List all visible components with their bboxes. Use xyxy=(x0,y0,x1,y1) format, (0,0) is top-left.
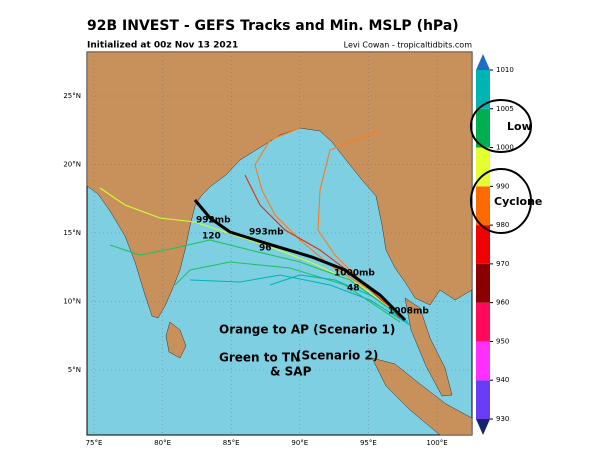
callout-label: Low xyxy=(507,120,532,133)
track xyxy=(269,274,409,323)
callouts: Low Cyclone xyxy=(470,99,542,234)
credit: Levi Cowan - tropicaltidbits.com xyxy=(344,41,473,50)
lat-label: 25°N xyxy=(63,92,81,100)
colorbar-segment xyxy=(476,380,490,419)
callout-label: Cyclone xyxy=(494,195,542,208)
colorbar-tick-label: 1005 xyxy=(496,105,514,113)
sumatra xyxy=(371,357,473,436)
circle xyxy=(470,99,532,153)
scenario-note: & SAP xyxy=(270,365,312,379)
colorbar-segment xyxy=(476,147,490,187)
lon-label: 80°E xyxy=(154,439,171,447)
mean-track xyxy=(193,199,407,322)
marker: 96 xyxy=(259,244,272,254)
lat-label: 15°N xyxy=(63,229,81,237)
colorbar-segment xyxy=(476,263,490,303)
lon-label: 100°E xyxy=(426,439,447,447)
sri-lanka xyxy=(165,321,187,359)
colorbar-tick-label: 960 xyxy=(496,299,509,307)
colorbar-segment xyxy=(476,225,490,264)
marker: 1000mb xyxy=(334,269,375,279)
title: 92B INVEST - GEFS Tracks and Min. MSLP (… xyxy=(87,18,459,34)
colorbar-segment xyxy=(476,302,490,342)
track xyxy=(189,274,411,326)
lon-label: 90°E xyxy=(291,439,308,447)
tracks xyxy=(99,127,411,326)
scenario-note: Orange to AP (Scenario 1) xyxy=(219,323,395,337)
lon-label: 85°E xyxy=(223,439,240,447)
marker: 120 xyxy=(202,232,221,242)
marker: 1008mb xyxy=(388,307,429,317)
circle xyxy=(470,168,532,234)
marker: 48 xyxy=(347,284,360,294)
scenario-notes: Orange to AP (Scenario 1) Green to TN (S… xyxy=(219,323,395,379)
marker: 992mb xyxy=(196,216,231,226)
colorbar-segment xyxy=(476,186,490,226)
track xyxy=(109,239,406,321)
colorbar-segment xyxy=(476,341,490,381)
colorbar-segment xyxy=(476,108,490,148)
colorbar-extend xyxy=(476,419,490,435)
colorbar-tick-label: 930 xyxy=(496,415,509,423)
land xyxy=(86,51,473,319)
lat-label: 20°N xyxy=(63,161,81,169)
colorbar-extend xyxy=(476,54,490,70)
colorbar: 930 940 950 960 970 980 990 1000 1005 1010 xyxy=(476,54,514,435)
scenario-note: (Scenario 2) xyxy=(296,349,378,363)
colorbar-tick-label: 940 xyxy=(496,376,509,384)
track xyxy=(174,261,401,323)
lat-label: 10°N xyxy=(63,298,81,306)
colorbar-tick-label: 950 xyxy=(496,337,509,345)
colorbar-tick-label: 990 xyxy=(496,182,509,190)
axis-labels: 25°N 20°N 15°N 10°N 5°N 75°E 80°E 85°E 90°E 95°E 1… xyxy=(63,52,472,447)
track xyxy=(254,127,406,321)
colorbar-tick-label: 1000 xyxy=(496,144,514,152)
colorbar-tick-label: 1010 xyxy=(496,66,514,74)
map: 992mb 120 993mb 96 1000mb 48 1008mb Oran… xyxy=(63,51,473,447)
scenario-note: Green to TN xyxy=(219,351,300,365)
lon-label: 95°E xyxy=(360,439,377,447)
subtitle: Initialized at 00z Nov 13 2021 xyxy=(87,41,238,51)
colorbar-tick-label: 970 xyxy=(496,260,509,268)
malay-peninsula xyxy=(404,297,453,397)
colorbar-segment xyxy=(476,70,490,109)
lat-label: 5°N xyxy=(68,366,81,374)
marker: 993mb xyxy=(249,228,284,238)
colorbar-tick-label: 980 xyxy=(496,221,509,229)
track-markers: 992mb 120 993mb 96 1000mb 48 1008mb xyxy=(196,216,429,317)
lon-label: 75°E xyxy=(86,439,103,447)
